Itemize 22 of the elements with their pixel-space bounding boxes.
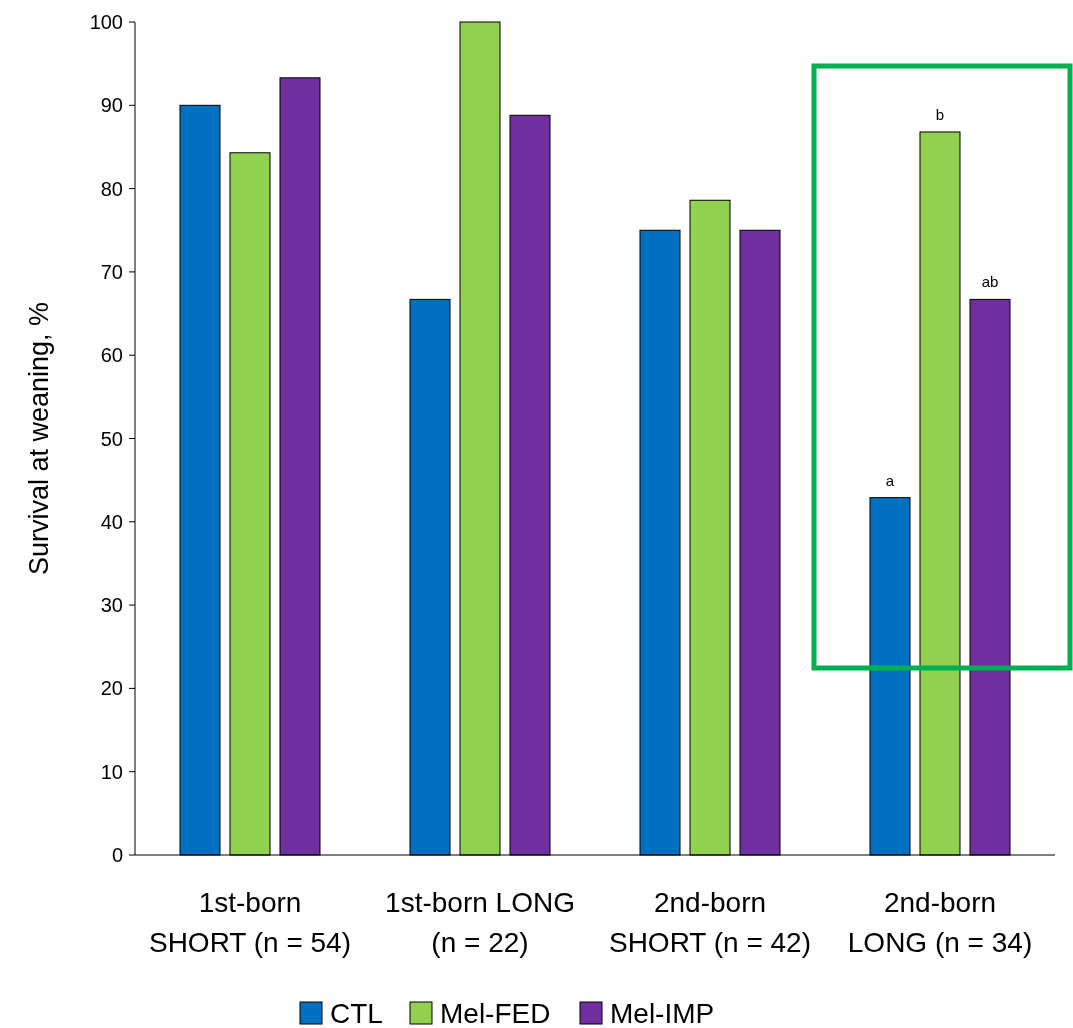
legend-label: CTL	[330, 997, 383, 1028]
x-tick-label: 1st-born LONG (n = 22)	[385, 887, 575, 958]
y-tick-label: 100	[89, 11, 123, 33]
y-tick-label: 30	[100, 594, 123, 617]
x-tick-label: 2nd-born SHORT (n = 42)	[608, 887, 812, 958]
y-tick-label: 70	[100, 260, 123, 283]
y-tick-label: 0	[111, 844, 123, 866]
y-tick-label: 60	[100, 344, 123, 367]
y-tick-label: 50	[100, 427, 123, 450]
y-tick-label: 90	[100, 94, 123, 117]
y-tick-label: 10	[100, 760, 123, 783]
legend-label: Mel-IMP	[610, 997, 715, 1028]
legend-label: Mel-FED	[440, 997, 551, 1028]
annotation: b	[935, 105, 945, 123]
annotation: a	[885, 471, 895, 489]
y-tick-label: 40	[100, 510, 123, 533]
annotation: ab	[981, 273, 999, 291]
x-tick-label: 2nd-born LONG (n = 34)	[847, 887, 1033, 958]
y-tick-label: 20	[100, 677, 123, 700]
x-tick-label: 1st-born SHORT (n = 54)	[148, 887, 352, 958]
y-axis-title: Survival at weaning, %	[24, 301, 54, 576]
y-tick-label: 80	[100, 177, 123, 200]
